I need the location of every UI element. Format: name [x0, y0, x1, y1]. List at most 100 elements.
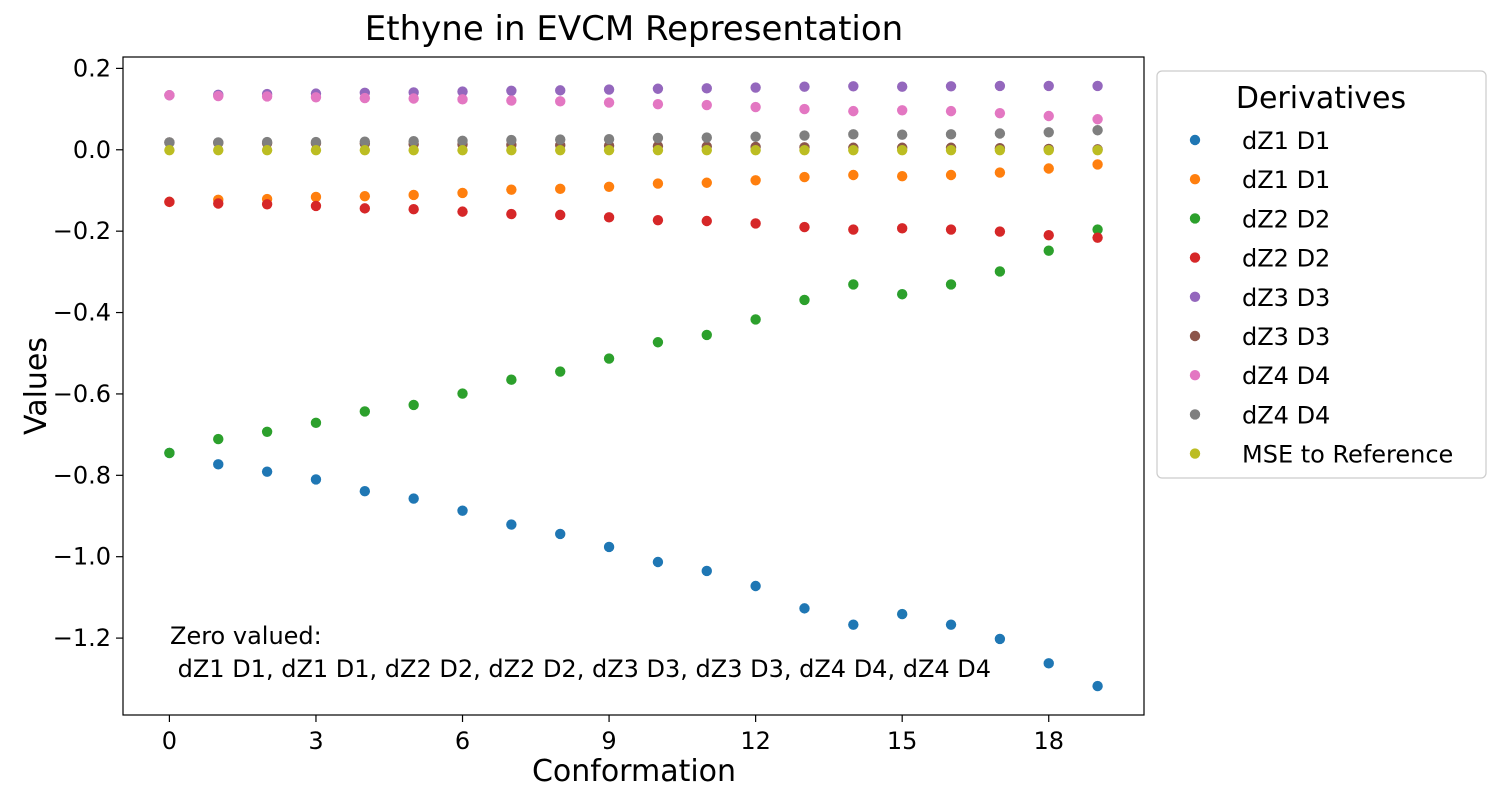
x-tick-label: 9: [601, 727, 616, 755]
data-point: [555, 366, 566, 377]
data-point: [603, 97, 615, 108]
data-point: [603, 353, 615, 364]
legend-marker: [1189, 213, 1201, 224]
data-point: [1043, 110, 1054, 122]
data-point: [555, 183, 566, 195]
data-point: [848, 81, 859, 92]
legend-label: dZ1 D1: [1242, 127, 1330, 155]
data-point: [848, 129, 859, 140]
y-tick-label: 0.2: [73, 54, 111, 82]
data-point: [1092, 232, 1103, 243]
data-point: [652, 337, 664, 348]
data-point: [994, 144, 1006, 156]
data-point: [701, 215, 712, 227]
legend-marker: [1189, 174, 1201, 185]
data-point: [359, 144, 371, 156]
data-point: [213, 144, 224, 156]
data-point: [945, 279, 957, 290]
data-point: [261, 426, 273, 437]
data-point: [701, 565, 712, 577]
legend-marker: [1189, 370, 1201, 381]
data-point: [701, 99, 712, 111]
data-point: [1092, 159, 1103, 170]
y-axis-label: Values: [19, 337, 54, 435]
data-point: [799, 81, 810, 92]
data-point: [896, 144, 908, 156]
legend-label: dZ4 D4: [1242, 401, 1330, 429]
annotation-line-2: dZ1 D1, dZ1 D1, dZ2 D2, dZ2 D2, dZ3 D3, …: [170, 655, 991, 683]
data-point: [848, 224, 859, 235]
data-point: [310, 144, 322, 156]
data-point: [603, 84, 615, 95]
data-point: [701, 329, 712, 341]
data-point: [310, 92, 322, 103]
data-point: [799, 171, 810, 183]
data-point: [750, 131, 761, 142]
series-3: [164, 196, 1103, 243]
data-point: [261, 136, 273, 148]
data-point: [213, 90, 224, 102]
data-point: [945, 105, 957, 117]
data-point: [603, 144, 615, 156]
data-point: [603, 181, 615, 193]
data-point: [1092, 125, 1103, 136]
data-point: [994, 266, 1006, 277]
data-point: [945, 144, 957, 156]
x-tick-label: 12: [740, 727, 771, 755]
data-point: [701, 83, 712, 94]
data-point: [799, 603, 810, 614]
data-point: [603, 212, 615, 223]
y-axis: 0.2 0.0 −0.2 −0.4 −0.6 −0.8 −1.0 −1.2: [53, 54, 123, 652]
data-point: [359, 203, 371, 214]
legend-label: dZ4 D4: [1242, 362, 1330, 390]
legend-box: [1156, 70, 1487, 479]
data-point: [701, 144, 712, 156]
data-point: [457, 135, 468, 147]
data-point: [555, 144, 566, 156]
data-point: [652, 83, 664, 94]
data-point: [896, 289, 908, 300]
data-point: [457, 206, 468, 217]
y-tick-label: −1.0: [53, 543, 111, 571]
series-8: [164, 144, 1103, 156]
data-point: [506, 519, 517, 530]
data-point: [408, 203, 419, 215]
data-point: [848, 144, 859, 156]
data-point: [310, 191, 322, 203]
data-point: [896, 81, 908, 92]
data-point: [945, 81, 957, 92]
data-point: [164, 90, 175, 101]
data-point: [799, 294, 810, 306]
data-point: [506, 95, 517, 106]
series-0: [164, 447, 1103, 692]
y-tick-label: −0.6: [53, 380, 111, 408]
data-point: [799, 144, 810, 156]
y-tick-label: −0.4: [53, 299, 111, 327]
data-point: [799, 103, 810, 115]
data-point: [652, 99, 664, 110]
data-point: [359, 136, 371, 147]
data-point: [994, 226, 1006, 237]
data-point: [359, 485, 371, 497]
data-point: [994, 167, 1006, 178]
data-point: [750, 580, 761, 592]
data-point: [896, 105, 908, 116]
data-point: [408, 189, 419, 201]
data-point: [408, 93, 419, 104]
data-point: [603, 541, 615, 553]
data-points: [164, 80, 1103, 692]
data-point: [506, 144, 517, 156]
series-1: [164, 159, 1103, 208]
data-point: [261, 199, 273, 210]
annotation-line-1: Zero valued:: [170, 622, 322, 650]
legend-label: dZ3 D3: [1242, 284, 1330, 312]
y-tick-label: 0.0: [73, 136, 111, 164]
legend-label: dZ1 D1: [1242, 166, 1330, 194]
data-point: [750, 101, 761, 113]
legend-label: MSE to Reference: [1242, 441, 1453, 469]
data-point: [457, 187, 468, 199]
y-tick-label: −0.8: [53, 461, 111, 489]
plot-area: [122, 56, 1145, 716]
data-point: [896, 171, 908, 182]
